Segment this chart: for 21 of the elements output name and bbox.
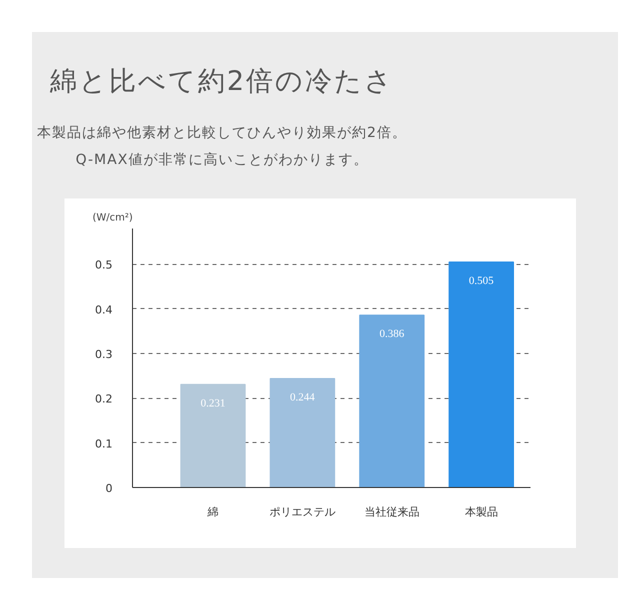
x-tick-label: 当社従来品 [364,506,420,518]
y-tick-label: 0.2 [95,392,113,406]
y-axis-title: (W/cm²) [92,212,133,224]
y-tick-label: 0.3 [95,348,113,362]
bar [448,261,514,488]
data-label: 0.386 [379,328,405,340]
chart-subtitle: 本製品は綿や他素材と比較してひんやり効果が約2倍。 Q-MAX値が非常に高いことがわかります。 [37,124,407,170]
y-tick-label: 0.4 [95,303,113,316]
data-label: 0.505 [468,274,494,287]
data-label: 0.244 [290,392,316,404]
x-tick-label: ポリエステル [269,506,336,518]
bar [359,314,425,488]
chart-title: 綿と比べて約2倍の冷たさ [48,65,396,99]
bar [270,378,336,488]
y-tick-label: 0 [106,482,112,495]
y-tick-label: 0.5 [95,258,113,272]
y-tick-label: 0.1 [95,437,113,450]
x-tick-label: 綿 [206,506,218,518]
data-label: 0.231 [200,397,226,410]
bar [180,384,246,488]
x-tick-label: 本製品 [464,506,498,518]
